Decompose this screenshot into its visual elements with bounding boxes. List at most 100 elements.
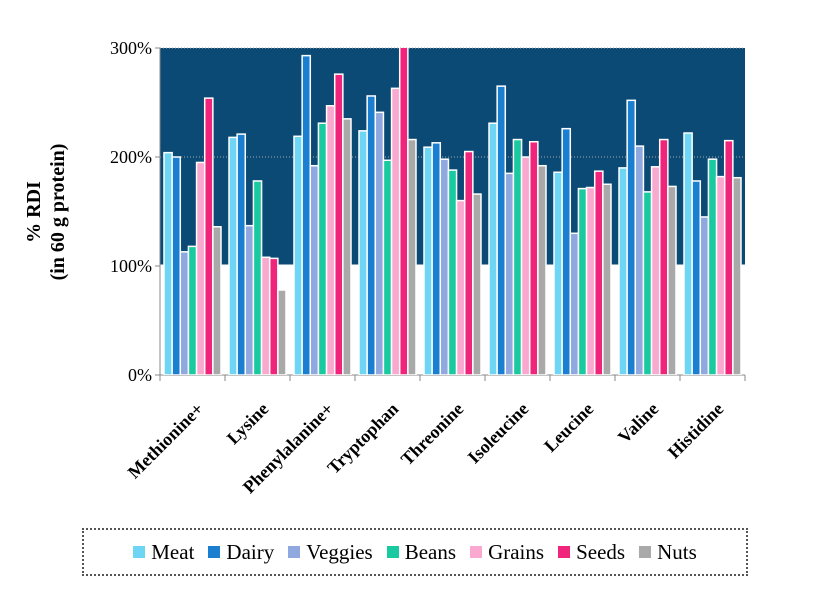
- legend-label: Grains: [488, 539, 545, 564]
- bar: [212, 226, 222, 375]
- legend-swatch: [133, 546, 146, 558]
- bar: [179, 251, 190, 375]
- bar: [407, 138, 417, 375]
- bar: [602, 183, 612, 375]
- x-tick-label: Threonine: [397, 399, 467, 469]
- legend-label: Meat: [151, 539, 195, 564]
- bar: [553, 171, 563, 375]
- legend-swatch: [288, 546, 301, 558]
- bars: [163, 48, 742, 375]
- x-tick-label: Leucine: [540, 399, 597, 456]
- bar: [268, 257, 279, 375]
- legend: Meat Dairy Veggies Beans Grains Seeds Nuts: [82, 528, 748, 576]
- bar: [528, 140, 539, 375]
- bar: [390, 87, 401, 375]
- bar: [496, 85, 507, 375]
- bar: [732, 176, 742, 375]
- bar: [577, 187, 588, 375]
- bar: [504, 172, 515, 375]
- bar: [228, 136, 238, 375]
- y-tick-label: 200%: [110, 147, 152, 167]
- legend-label: Veggies: [306, 539, 373, 564]
- bar: [691, 180, 702, 375]
- bar: [472, 193, 482, 375]
- y-tick-label: 0%: [128, 365, 152, 385]
- bar: [650, 166, 661, 375]
- x-tick-label: Histidine: [664, 399, 728, 463]
- x-tick-label: Isoleucine: [464, 399, 533, 468]
- legend-item: Grains: [470, 540, 544, 565]
- bar: [423, 146, 433, 375]
- legend-swatch: [208, 546, 221, 558]
- bar: [195, 161, 206, 375]
- bar: [277, 289, 287, 375]
- bar: [203, 97, 214, 375]
- x-tick-label: Tryptophan: [323, 399, 402, 478]
- y-axis-label: % RDI (in 60 g protein): [23, 144, 69, 281]
- bar: [561, 127, 572, 375]
- legend-item: Beans: [386, 539, 457, 565]
- bar: [488, 122, 498, 375]
- bar: [333, 73, 344, 375]
- bar: [366, 95, 377, 375]
- bar: [707, 158, 718, 375]
- legend-label: Nuts: [657, 539, 697, 564]
- bar: [252, 180, 263, 375]
- bar: [382, 159, 393, 375]
- bar: [463, 150, 474, 375]
- legend-swatch: [470, 546, 483, 558]
- x-tick-label: Lysine: [223, 399, 273, 449]
- bar: [187, 245, 198, 375]
- bar: [374, 111, 385, 375]
- bar: [512, 138, 523, 375]
- bar: [585, 186, 596, 375]
- bar: [667, 185, 677, 375]
- legend-item: Veggies: [288, 540, 373, 565]
- bar: [236, 133, 247, 375]
- legend-swatch: [558, 546, 571, 558]
- bar: [244, 224, 255, 375]
- y-label-line: % RDI: [23, 181, 45, 243]
- bar: [398, 48, 409, 375]
- bar: [723, 139, 734, 375]
- chart: % RDI (in 60 g protein) 0% 100% 200% 300% Me…: [23, 38, 746, 497]
- bar: [431, 142, 442, 375]
- bar: [683, 132, 693, 375]
- y-tick-label: 300%: [110, 38, 152, 58]
- bar: [658, 138, 669, 375]
- bar: [634, 145, 645, 375]
- bar: [317, 122, 328, 375]
- legend-item: Seeds: [558, 540, 625, 565]
- bar: [163, 151, 173, 375]
- bar: [260, 256, 271, 375]
- bar: [455, 199, 466, 375]
- legend-item: Dairy: [208, 540, 274, 565]
- bar: [342, 118, 352, 375]
- legend-item: Meat: [133, 540, 194, 565]
- legend-item: Nuts: [639, 540, 697, 565]
- bar: [618, 167, 628, 375]
- bar: [358, 130, 368, 375]
- bar: [293, 135, 303, 375]
- bar: [439, 158, 450, 375]
- x-tick-label: Valine: [614, 399, 662, 447]
- y-tick-label: 100%: [110, 256, 152, 276]
- bar: [520, 156, 531, 375]
- bar: [325, 105, 336, 375]
- legend-swatch: [386, 546, 399, 558]
- bar: [642, 191, 653, 375]
- legend-label: Seeds: [576, 539, 626, 564]
- legend-swatch: [639, 546, 652, 558]
- bar: [569, 232, 580, 375]
- bar: [171, 156, 182, 375]
- bar: [301, 54, 312, 375]
- legend-label: Dairy: [226, 539, 275, 564]
- bar: [593, 170, 604, 375]
- bar: [447, 169, 458, 375]
- bar: [715, 175, 726, 375]
- bar: [309, 164, 320, 375]
- bar: [626, 99, 637, 375]
- legend-label: Beans: [404, 539, 457, 564]
- y-label-line: (in 60 g protein): [47, 144, 69, 281]
